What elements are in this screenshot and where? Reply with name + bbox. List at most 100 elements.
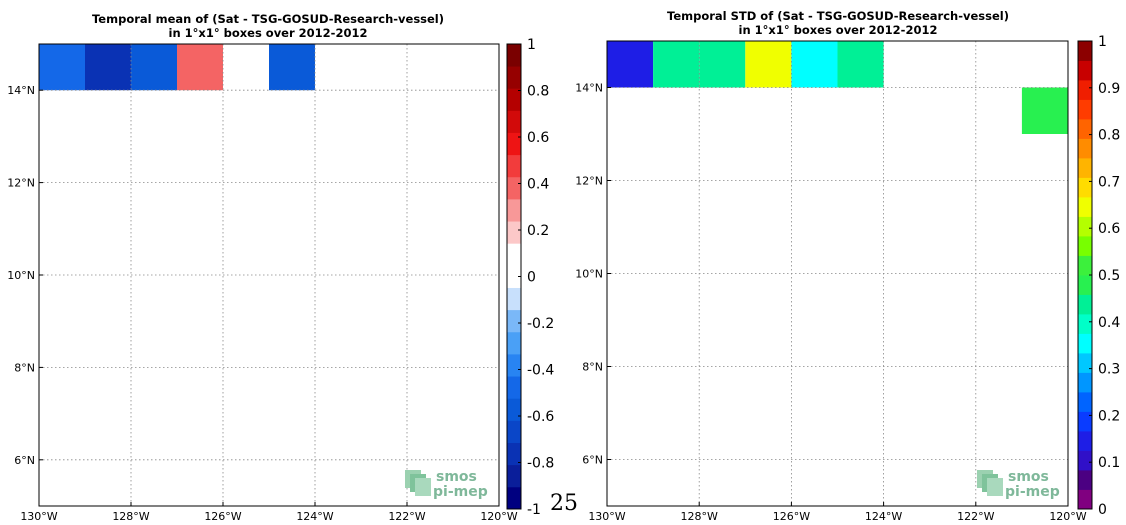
std-colorbar — [1077, 40, 1093, 510]
std-colorbar-segment-11 — [1078, 275, 1092, 295]
mean-colorbar-tick-label-6: 0.2 — [527, 223, 549, 239]
std-colorbar-segment-3 — [1078, 431, 1092, 451]
std-ytick-label-0: 6°N — [582, 454, 603, 467]
mean-colorbar-segment-5 — [507, 376, 521, 399]
mean-title-line1: Temporal mean of (Sat - TSG-GOSUD-Resear… — [92, 12, 444, 26]
std-colorbar-segment-2 — [1078, 450, 1092, 471]
mean-colorbar-segment-12 — [507, 221, 521, 244]
std-panel: Temporal STD of (Sat - TSG-GOSUD-Researc… — [575, 9, 1120, 523]
std-colorbar-tick-label-7: 0.7 — [1098, 174, 1120, 190]
std-colorbar-segment-14 — [1078, 216, 1092, 237]
mean-cell-0 — [39, 44, 85, 91]
mean-colorbar-tick-label-0: -1 — [527, 502, 541, 518]
std-colorbar-tick-label-9: 0.9 — [1098, 81, 1120, 97]
std-gridlines — [607, 41, 1068, 506]
std-xtick-label-2: 126°W — [773, 510, 810, 523]
std-colorbar-tick-label-8: 0.8 — [1098, 128, 1120, 144]
mean-xtick-label-1: 128°W — [112, 510, 149, 523]
mean-ytick-label-2: 10°N — [7, 269, 35, 282]
std-ytick-label-2: 10°N — [575, 268, 603, 281]
mean-colorbar-tick-label-2: -0.6 — [527, 409, 554, 425]
std-colorbar-ticks: 0 0.1 0.2 0.3 0.4 0.5 0.6 0.7 0.8 0.9 1 — [1089, 34, 1120, 518]
std-colorbar-tick-label-10: 1 — [1098, 34, 1107, 50]
mean-colorbar-segment-15 — [507, 154, 521, 178]
std-colorbar-segment-19 — [1078, 119, 1092, 139]
std-colorbar-tick-label-6: 0.6 — [1098, 221, 1120, 237]
std-cell-3 — [745, 41, 792, 88]
std-colorbar-segment-23 — [1078, 41, 1092, 61]
std-logo-mark — [977, 470, 1003, 496]
mean-cell-3 — [177, 44, 223, 91]
std-logo-line2: pi-mep — [1005, 484, 1060, 500]
mean-colorbar-segment-10 — [507, 265, 521, 288]
std-x-ticks: 130°W 128°W 126°W 124°W 122°W 120°W — [588, 502, 1087, 523]
std-cell-0 — [607, 41, 654, 88]
std-colorbar-tick-label-3: 0.3 — [1098, 362, 1120, 378]
mean-xtick-label-4: 122°W — [388, 510, 425, 523]
mean-cell-4 — [269, 44, 315, 91]
std-colorbar-segment-12 — [1078, 255, 1092, 276]
page-number: 25 — [550, 491, 578, 516]
std-title-line2: in 1°x1° boxes over 2012-2012 — [739, 23, 938, 37]
std-colorbar-segment-0 — [1078, 489, 1092, 510]
mean-cell-2 — [131, 44, 177, 91]
std-cell-4 — [791, 41, 838, 88]
mean-x-ticks: 130°W 128°W 126°W 124°W 122°W 120°W — [20, 502, 518, 523]
std-ytick-label-4: 14°N — [575, 82, 603, 95]
mean-xtick-label-5: 120°W — [480, 510, 517, 523]
mean-colorbar-segment-14 — [507, 176, 521, 200]
mean-cell-1 — [85, 44, 131, 91]
std-ytick-label-1: 8°N — [582, 361, 603, 374]
std-cell-5 — [837, 41, 884, 88]
std-colorbar-segment-7 — [1078, 353, 1092, 373]
mean-colorbar-segment-8 — [507, 309, 521, 333]
std-colorbar-segment-9 — [1078, 314, 1092, 334]
mean-logo-line1: smos — [436, 469, 477, 485]
mean-ytick-label-4: 14°N — [7, 84, 35, 97]
std-cell-2 — [699, 41, 746, 88]
std-colorbar-segment-22 — [1078, 60, 1092, 81]
mean-xtick-label-2: 126°W — [204, 510, 241, 523]
mean-colorbar-tick-label-1: -0.8 — [527, 456, 554, 472]
mean-colorbar-tick-label-9: 0.8 — [527, 84, 549, 100]
std-colorbar-segment-16 — [1078, 177, 1092, 198]
mean-panel: Temporal mean of (Sat - TSG-GOSUD-Resear… — [7, 12, 554, 523]
mean-colorbar-segment-9 — [507, 287, 521, 311]
mean-colorbar — [506, 43, 522, 510]
mean-colorbar-segment-0 — [507, 486, 521, 510]
std-colorbar-segment-4 — [1078, 411, 1092, 432]
mean-colorbar-segment-16 — [507, 132, 521, 156]
mean-colorbar-segment-7 — [507, 331, 521, 355]
mean-y-ticks: 6°N 8°N 10°N 12°N 14°N — [7, 84, 43, 467]
std-colorbar-tick-label-4: 0.4 — [1098, 315, 1120, 331]
mean-colorbar-ticks: -1 -0.8 -0.6 -0.4 -0.2 0 0.2 0.4 0.6 0.8 1 — [518, 37, 554, 518]
mean-colorbar-tick-label-5: 0 — [527, 270, 536, 286]
mean-colorbar-segment-2 — [507, 442, 521, 466]
std-colorbar-segment-1 — [1078, 470, 1092, 490]
mean-colorbar-segment-20 — [507, 44, 521, 67]
std-colorbar-segment-13 — [1078, 236, 1092, 256]
mean-logo-line2: pi-mep — [433, 484, 488, 500]
std-xtick-label-4: 122°W — [957, 510, 994, 523]
mean-smos-logo: smos pi-mep — [405, 469, 488, 500]
std-colorbar-tick-label-2: 0.2 — [1098, 408, 1120, 424]
mean-logo-mark — [405, 470, 431, 496]
mean-xtick-label-3: 124°W — [296, 510, 333, 523]
std-xtick-label-1: 128°W — [681, 510, 718, 523]
std-colorbar-tick-label-5: 0.5 — [1098, 268, 1120, 284]
std-xtick-label-0: 130°W — [588, 510, 625, 523]
mean-colorbar-tick-label-4: -0.2 — [527, 316, 554, 332]
std-y-ticks: 6°N 8°N 10°N 12°N 14°N — [575, 82, 611, 467]
std-colorbar-segment-15 — [1078, 197, 1092, 217]
std-colorbar-segment-10 — [1078, 294, 1092, 315]
mean-colorbar-segment-11 — [507, 243, 521, 266]
std-colorbar-tick-label-1: 0.1 — [1098, 455, 1120, 471]
mean-gridlines — [39, 44, 499, 506]
std-colorbar-tick-label-0: 0 — [1098, 502, 1107, 518]
std-xtick-label-3: 124°W — [865, 510, 902, 523]
mean-colorbar-segment-1 — [507, 464, 521, 488]
std-cell-6 — [1021, 87, 1068, 134]
mean-ytick-label-3: 12°N — [7, 177, 35, 190]
mean-ytick-label-0: 6°N — [14, 454, 35, 467]
